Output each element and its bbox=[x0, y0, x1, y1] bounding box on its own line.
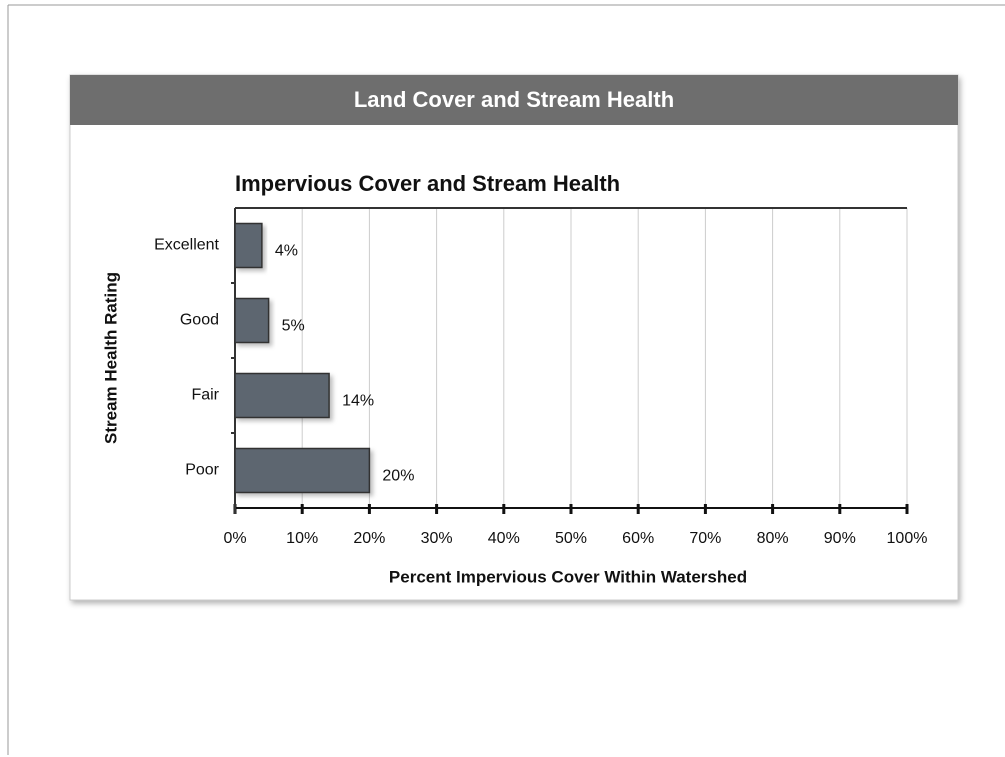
x-tick-label: 40% bbox=[488, 530, 520, 547]
x-tick-label: 60% bbox=[622, 530, 654, 547]
data-label: 14% bbox=[342, 393, 374, 410]
y-tick-label: Good bbox=[180, 312, 219, 329]
panel-header bbox=[70, 75, 958, 125]
bar bbox=[234, 222, 263, 269]
bar bbox=[234, 297, 270, 344]
panel-title: Land Cover and Stream Health bbox=[354, 87, 674, 112]
panel bbox=[69, 74, 959, 601]
x-tick-label: 70% bbox=[689, 530, 721, 547]
chart-title: Impervious Cover and Stream Health bbox=[235, 171, 620, 196]
y-tick-label: Excellent bbox=[154, 237, 219, 254]
x-axis-label: Percent Impervious Cover Within Watershe… bbox=[389, 567, 747, 586]
data-label: 4% bbox=[275, 243, 298, 260]
x-tick-label: 50% bbox=[555, 530, 587, 547]
x-tick-label: 0% bbox=[223, 530, 246, 547]
x-tick-label: 30% bbox=[421, 530, 453, 547]
x-tick-label: 10% bbox=[286, 530, 318, 547]
y-tick-label: Fair bbox=[191, 387, 219, 404]
y-axis-label: Stream Health Rating bbox=[101, 272, 120, 444]
bar bbox=[234, 447, 371, 494]
x-tick-label: 20% bbox=[353, 530, 385, 547]
x-tick-label: 100% bbox=[887, 530, 928, 547]
x-tick-label: 80% bbox=[757, 530, 789, 547]
bar bbox=[234, 372, 330, 419]
data-label: 5% bbox=[282, 318, 305, 335]
x-tick-label: 90% bbox=[824, 530, 856, 547]
plot: 0% 10% 20% 30% 40% 50% 60% 70% 80% 90% 100% Excelle… bbox=[154, 207, 928, 547]
data-label: 20% bbox=[382, 468, 414, 485]
y-tick-label: Poor bbox=[185, 462, 219, 479]
